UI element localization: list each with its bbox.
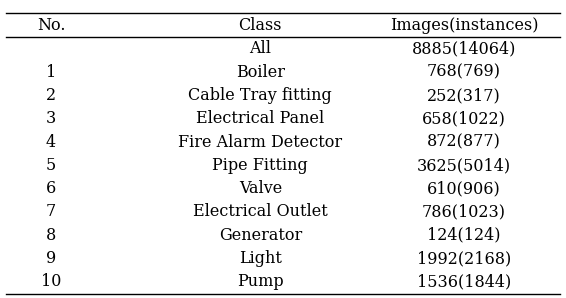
Text: Boiler: Boiler <box>236 64 285 81</box>
Text: 5: 5 <box>46 157 56 174</box>
Text: 872(877): 872(877) <box>427 134 501 150</box>
Text: 610(906): 610(906) <box>427 180 501 197</box>
Text: 6: 6 <box>46 180 56 197</box>
Text: 124(124): 124(124) <box>427 227 501 244</box>
Text: All: All <box>250 41 271 58</box>
Text: 4: 4 <box>46 134 56 150</box>
Text: Electrical Panel: Electrical Panel <box>196 110 324 127</box>
Text: Fire Alarm Detector: Fire Alarm Detector <box>178 134 342 150</box>
Text: 658(1022): 658(1022) <box>422 110 506 127</box>
Text: 8: 8 <box>46 227 56 244</box>
Text: Pump: Pump <box>237 273 284 290</box>
Text: Cable Tray fitting: Cable Tray fitting <box>188 87 332 104</box>
Text: Images(instances): Images(instances) <box>390 17 538 34</box>
Text: 252(317): 252(317) <box>427 87 501 104</box>
Text: 2: 2 <box>46 87 56 104</box>
Text: Class: Class <box>239 17 282 34</box>
Text: Pipe Fitting: Pipe Fitting <box>212 157 308 174</box>
Text: 10: 10 <box>41 273 61 290</box>
Text: 1536(1844): 1536(1844) <box>417 273 511 290</box>
Text: Light: Light <box>239 250 282 267</box>
Text: Generator: Generator <box>218 227 302 244</box>
Text: No.: No. <box>37 17 65 34</box>
Text: 7: 7 <box>46 204 56 221</box>
Text: 3: 3 <box>46 110 56 127</box>
Text: Electrical Outlet: Electrical Outlet <box>193 204 328 221</box>
Text: 9: 9 <box>46 250 56 267</box>
Text: 786(1023): 786(1023) <box>422 204 506 221</box>
Text: 3625(5014): 3625(5014) <box>417 157 511 174</box>
Text: 8885(14064): 8885(14064) <box>412 41 516 58</box>
Text: Valve: Valve <box>239 180 282 197</box>
Text: 1: 1 <box>46 64 56 81</box>
Text: 1992(2168): 1992(2168) <box>417 250 511 267</box>
Text: 768(769): 768(769) <box>427 64 501 81</box>
